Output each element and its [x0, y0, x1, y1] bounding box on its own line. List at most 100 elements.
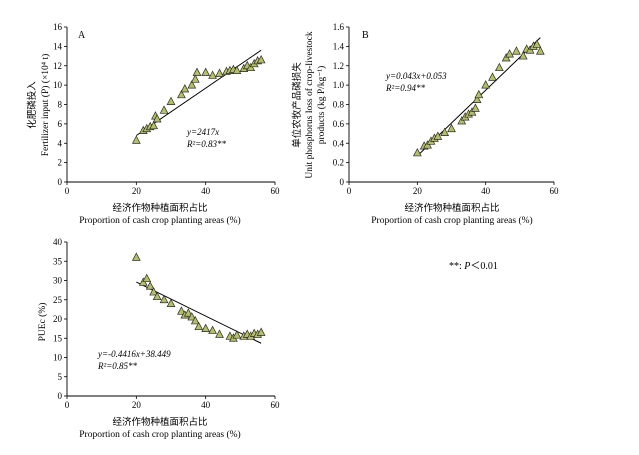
- panel-a-x-tick-label: 40: [201, 186, 211, 196]
- panel-c-data-point: [166, 298, 176, 307]
- panel-c-y-tick-label: 10: [53, 353, 63, 363]
- panel-b-data-point: [440, 127, 450, 136]
- panel-b-y-tick-label: 0.4: [333, 138, 345, 148]
- panel-a-data-point: [131, 135, 141, 144]
- panel-a: 0 20 40 60 0 2 4 6 8 10 12 14 16 A y=2417x R²=0.83**…: [26, 22, 280, 226]
- panel-a-data-point: [190, 74, 200, 83]
- panel-c-r2: R²=0.85**: [97, 361, 138, 371]
- panel-a-ylabel-en: Fertilizer input (P) (×10⁴ t): [40, 54, 51, 157]
- panel-c-y-tick-label: 15: [53, 333, 63, 343]
- note-p: P: [463, 261, 470, 272]
- panel-b-data-point: [532, 39, 542, 48]
- panel-a-y-tick-label: 6: [58, 119, 63, 129]
- panel-a-data-point: [192, 67, 202, 76]
- panel-c-x-tick-label: 60: [271, 400, 281, 410]
- panel-b-y-tick-label: 0.8: [333, 100, 345, 110]
- panel-a-y-tick-label: 2: [58, 158, 63, 168]
- panel-b-data-point: [518, 51, 528, 60]
- panel-b-data-point: [433, 131, 443, 140]
- panel-c-data-point: [215, 329, 224, 338]
- panel-c-data-point: [131, 252, 141, 261]
- panel-c-data-point: [152, 291, 162, 301]
- panel-c-y-tick-label: 35: [53, 256, 63, 266]
- panel-b-equation: y=0.043x+0.053: [385, 71, 447, 81]
- panel-a-y-tick-label: 10: [53, 80, 63, 90]
- panel-b-x-tick-label: 20: [413, 186, 423, 196]
- panel-b-data-point: [472, 94, 482, 104]
- panel-a-y-tick-label: 16: [53, 22, 63, 32]
- panel-a-x-tick-label: 20: [132, 186, 142, 196]
- panel-b-data-point: [481, 80, 491, 89]
- panel-b-data-point: [494, 62, 504, 72]
- panel-b-y-tick-label: 1.0: [333, 80, 345, 90]
- panel-c-data-point: [201, 323, 211, 332]
- panel-c-equation: y=-0.4416x+38.449: [97, 349, 171, 359]
- panel-a-marks: 0 20 40 60 0 2 4 6 8 10 12 14 16: [53, 22, 280, 196]
- panel-a-letter: A: [78, 30, 86, 41]
- panel-a-y-tick-label: 14: [53, 41, 63, 51]
- panel-b-data-point: [535, 46, 545, 55]
- panel-c-data-point: [145, 281, 155, 290]
- panel-a-data-point: [180, 84, 190, 93]
- panel-b-ylabel-cn: 单位农牧产品磷损失: [291, 62, 303, 148]
- panel-a-x-tick-label: 60: [271, 186, 281, 196]
- panel-b-data-point: [488, 72, 497, 81]
- panel-c-xlabel-cn: 经济作物种植面积占比: [112, 416, 207, 428]
- panel-b-marks: 0 20 40 60 0 0.2 0.4 0.6 0.8 1.0 1.2 1.4 1.6: [333, 22, 559, 196]
- panel-a-equation: y=2417x: [186, 127, 219, 137]
- panel-c-data-point: [232, 330, 242, 339]
- panel-a-data-point: [256, 54, 266, 64]
- panel-c-y-tick-label: 25: [53, 295, 63, 305]
- panel-a-data-point: [177, 89, 186, 99]
- panel-c-xlabel-en: Proportion of cash crop planting areas (…: [79, 429, 240, 440]
- significance-note: **: P＜0.01: [449, 261, 498, 272]
- panel-c-y-tick-label: 40: [53, 237, 63, 247]
- panel-c-data-point: [208, 325, 217, 334]
- panel-a-r2: R²=0.83**: [186, 139, 227, 149]
- panel-c-data-point: [256, 327, 266, 336]
- panel-c-data-point: [142, 273, 152, 282]
- panel-c-data-point: [187, 312, 197, 321]
- note-prefix: **:: [449, 261, 464, 272]
- panel-b-data-point: [412, 147, 422, 157]
- panel-b-y-tick-label: 1.6: [333, 22, 345, 32]
- panel-c-data-point: [177, 306, 186, 315]
- panel-a-xlabel-en: Proportion of cash crop planting areas (…: [79, 215, 240, 226]
- panel-a-y-tick-label: 8: [58, 100, 63, 110]
- panel-c-y-tick-label: 20: [53, 314, 63, 324]
- panel-a-y-tick-label: 0: [58, 177, 63, 187]
- panel-c-y-tick-label: 5: [58, 372, 63, 382]
- panel-a-data-point: [232, 65, 242, 74]
- panel-b-xlabel-cn: 经济作物种植面积占比: [404, 202, 499, 214]
- panel-a-data-point: [152, 114, 162, 123]
- panel-c-y-tick-label: 0: [58, 391, 63, 401]
- panel-b-data-point: [512, 46, 521, 55]
- panel-a-data-point: [208, 70, 217, 79]
- panel-b: 0 20 40 60 0 0.2 0.4 0.6 0.8 1.0 1.2 1.4 1.6 B y=0.0…: [291, 22, 559, 226]
- panel-b-data-point: [474, 89, 484, 99]
- panel-a-data-point: [159, 105, 169, 114]
- panel-b-y-tick-label: 0: [340, 177, 345, 187]
- panel-c-data-point: [149, 287, 159, 296]
- panel-a-data-point: [215, 68, 224, 77]
- panel-b-y-tick-label: 1.4: [333, 41, 345, 51]
- panel-a-xlabel-cn: 经济作物种植面积占比: [112, 202, 207, 214]
- panel-b-ylabel-en: Unit phosphorus loss of crop-livestock: [304, 31, 315, 178]
- panel-c-x-tick-label: 40: [201, 400, 211, 410]
- panel-b-ylabel-en2: products (kg P/kg⁻¹): [316, 66, 327, 145]
- panel-a-y-tick-label: 4: [58, 138, 63, 148]
- panel-c-ylabel-en: PUEc (%): [37, 303, 48, 342]
- panel-b-y-tick-label: 0.6: [333, 119, 345, 129]
- panel-b-x-tick-label: 60: [550, 186, 560, 196]
- panel-c-marks: 0 20 40 60 0 5 10 15 20 25 30 35 40: [53, 237, 280, 410]
- panel-a-data-point: [201, 67, 211, 76]
- panel-b-y-tick-label: 0.2: [333, 158, 344, 168]
- panel-b-data-point: [505, 49, 514, 58]
- panel-c-data-point: [159, 294, 169, 304]
- panel-b-xlabel-en: Proportion of cash crop planting areas (…: [371, 215, 532, 226]
- panel-a-data-point: [166, 96, 176, 105]
- panel-b-x-tick-label: 40: [481, 186, 491, 196]
- panel-b-y-tick-label: 1.2: [333, 61, 344, 71]
- panel-c-x-tick-label: 0: [65, 400, 70, 410]
